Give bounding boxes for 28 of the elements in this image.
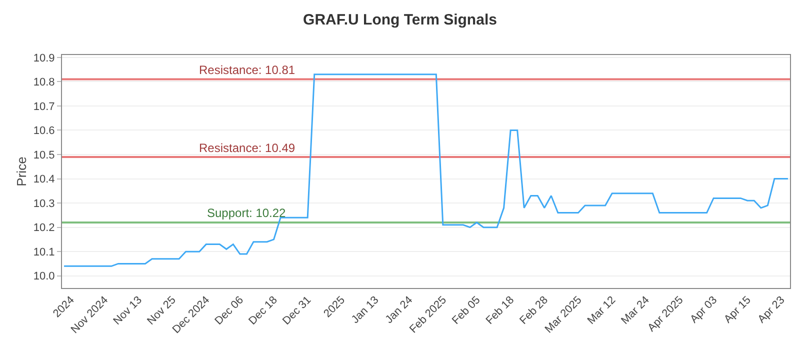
x-tick-label: Nov 13 [111,294,144,328]
ref-line-label: Resistance: 10.81 [199,63,296,77]
y-tick-label: 10.6 [33,125,55,138]
y-tick-label: 10.5 [33,149,55,162]
chart-title: GRAF.U Long Term Signals [303,12,497,28]
y-tick-label: 10.4 [33,174,55,186]
line-series [63,74,789,267]
x-tick-label: Apr 15 [722,294,754,326]
x-tick-label: Jan 13 [349,294,382,326]
y-tick-label: 10.1 [33,246,55,258]
x-tick-label: Dec 18 [246,294,280,328]
x-tick-label: Apr 23 [756,294,788,326]
y-tick-label: 10.7 [33,100,55,113]
y-tick-label: 10.9 [33,52,55,64]
x-tick-label: Apr 03 [688,294,720,326]
y-axis-title: Price [14,156,29,186]
y-tick-label: 10.0 [33,270,55,283]
x-tick-label: Jan 24 [383,294,416,326]
y-tick-label: 10.3 [33,198,55,210]
x-tick-label: Feb 18 [484,294,517,327]
x-tick-label: Mar 12 [585,294,618,327]
x-tick-label: Dec 06 [212,294,246,328]
ref-line-label: Resistance: 10.49 [199,141,296,155]
x-tick-label: Feb 05 [450,294,483,327]
y-tick-label: 10.8 [33,76,55,89]
y-tick-label: 10.2 [33,222,55,234]
ref-line-label: Support: 10.22 [207,206,286,220]
x-tick-label: Dec 31 [280,294,314,328]
